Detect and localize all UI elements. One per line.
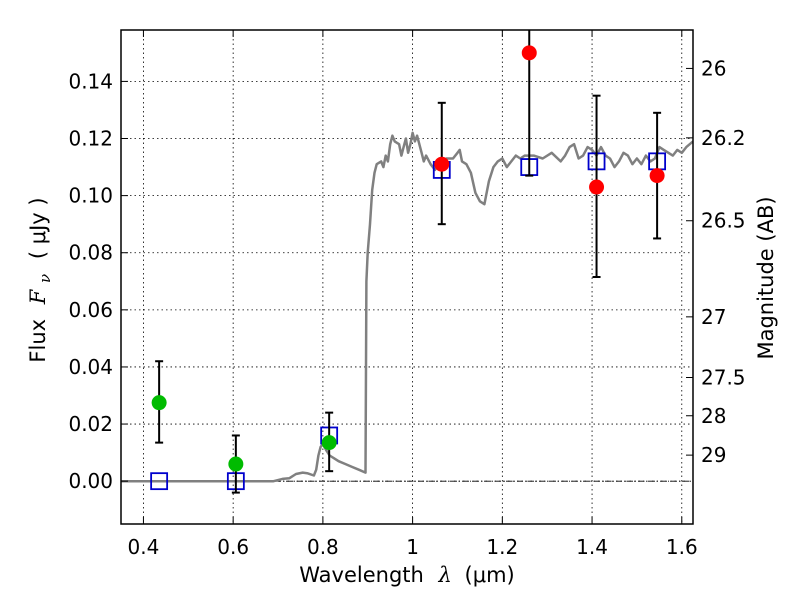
y-tick-label: 0.06 (68, 298, 113, 322)
y-axis-label-units: ( μJy ) (26, 197, 50, 259)
y-tick-label: 0.02 (68, 412, 113, 436)
y-axis-label: Flux F ν ( μJy ) (26, 197, 55, 362)
plot-area (121, 30, 693, 494)
y2-tick-label: 26.5 (701, 209, 746, 233)
sed-model-line (121, 131, 693, 483)
y2-tick-label: 27 (701, 305, 726, 329)
optical-flux-point (151, 395, 167, 411)
y-tick-label: 0.04 (68, 355, 113, 379)
optical-flux-point (321, 435, 337, 451)
y2-tick-label: 27.5 (701, 365, 746, 389)
x-tick-label: 1.2 (486, 535, 518, 559)
x-tick-label: 1.6 (666, 535, 698, 559)
x-axis-label-prefix: Wavelength (299, 563, 424, 587)
grid (121, 30, 693, 524)
nir-flux-point (521, 45, 537, 61)
y-tick-label: 0.10 (68, 184, 113, 208)
nir-flux-point (649, 168, 665, 184)
ticks: 0.4 0.6 0.8 1 1.2 1.4 1.6 0.00 0.02 0.04 0.06 0.08 0… (68, 30, 746, 559)
x-tick-label: 0.4 (128, 535, 160, 559)
nir-flux-point (434, 156, 450, 172)
y2-tick-label: 28 (701, 404, 726, 428)
x-tick-label: 0.6 (217, 535, 249, 559)
y2-tick-label: 26.2 (701, 126, 746, 150)
y-axis-label-subscript: ν (36, 274, 54, 283)
y-axis-label-prefix: Flux (26, 319, 50, 363)
y-tick-label: 0.00 (68, 469, 113, 493)
y2-axis-label: Magnitude (AB) (754, 196, 778, 359)
plot-frame (120, 29, 694, 525)
y2-tick-label: 29 (701, 443, 726, 467)
y-axis-label-symbol: F (26, 288, 50, 305)
nir-flux-point (589, 179, 605, 195)
x-axis-label-units: (μm) (465, 563, 515, 587)
optical-flux-point (228, 456, 244, 472)
model-flux-square (150, 472, 169, 491)
x-axis-label: Wavelength λ (μm) (299, 563, 514, 587)
y-tick-label: 0.12 (68, 127, 113, 151)
y2-tick-label: 26 (701, 56, 726, 80)
x-tick-label: 1.4 (576, 535, 608, 559)
x-tick-label: 0.8 (307, 535, 339, 559)
x-tick-label: 1 (406, 535, 419, 559)
y-tick-label: 0.08 (68, 241, 113, 265)
x-axis-label-symbol: λ (438, 563, 452, 587)
y-tick-label: 0.14 (68, 69, 113, 93)
